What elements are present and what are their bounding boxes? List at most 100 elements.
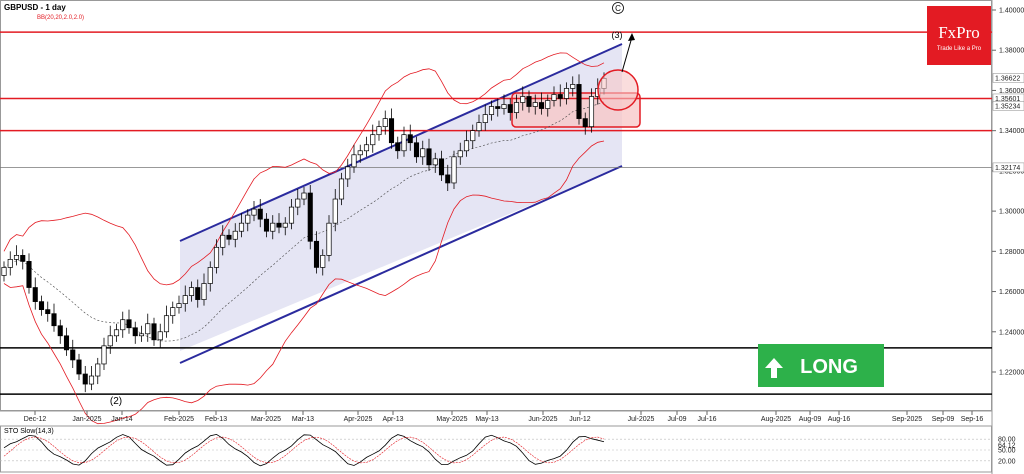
candle <box>288 206 295 224</box>
x-tick-label: Dec-12 <box>24 416 47 423</box>
candle <box>532 102 538 107</box>
long-badge-label: LONG <box>800 356 858 378</box>
x-tick-label: May-13 <box>475 416 498 423</box>
x-tick-label: Jun-2025 <box>528 416 557 423</box>
candle <box>588 96 595 127</box>
candle <box>420 148 426 158</box>
candle <box>151 323 157 341</box>
bb-middle <box>3 101 605 342</box>
candle <box>582 118 588 127</box>
x-tick-label: Jul-16 <box>697 416 716 423</box>
price-axis: 1.400001.380001.360001.340001.320001.300… <box>992 8 1024 377</box>
candle <box>13 255 20 260</box>
sto-axis-label: 64.12 <box>998 442 1016 449</box>
levels-layer <box>0 31 992 395</box>
candle <box>170 307 176 317</box>
up-arrow-icon <box>765 358 783 378</box>
candle <box>570 84 576 89</box>
bb-upper <box>3 52 605 286</box>
candle <box>32 287 38 302</box>
candle <box>370 134 376 146</box>
candle <box>326 222 332 256</box>
candle <box>451 156 457 184</box>
x-tick-label: Jul-09 <box>667 416 686 423</box>
candle <box>201 283 207 300</box>
candle <box>126 319 132 329</box>
x-tick-label: Jan-2025 <box>72 416 101 423</box>
target-arrowhead <box>628 33 635 41</box>
x-tick-label: Feb-13 <box>205 416 227 423</box>
candle <box>232 230 238 240</box>
long-badge[interactable]: LONG <box>758 344 884 387</box>
candle <box>282 222 288 228</box>
candle <box>76 359 82 375</box>
candle <box>257 208 263 220</box>
candle <box>188 287 195 296</box>
candle <box>382 118 388 127</box>
candle <box>207 267 213 284</box>
y-tick-label: 1.28000 <box>999 249 1024 256</box>
y-tick-label: 1.34000 <box>999 128 1024 135</box>
fxpro-logo[interactable]: FxPro Trade Like a Pro <box>927 6 991 65</box>
x-tick-label: Sep-2025 <box>892 416 922 423</box>
price-tag-bg <box>992 73 1024 83</box>
candle <box>357 150 363 156</box>
y-tick-label: 1.22000 <box>999 370 1024 377</box>
chart-symbol-title: GBPUSD - 1 day <box>4 3 66 12</box>
candle <box>270 222 276 232</box>
wave-c-label: C <box>615 4 621 13</box>
fxpro-logo-name: FxPro <box>938 23 980 42</box>
candle <box>182 295 188 304</box>
x-tick-label: Mar-13 <box>292 416 314 423</box>
candle <box>388 118 395 144</box>
candle <box>432 158 438 166</box>
x-tick-label: Jul-2025 <box>628 416 655 423</box>
candle <box>45 309 51 315</box>
candle <box>563 88 570 99</box>
candle <box>507 104 513 113</box>
candle <box>145 323 151 335</box>
sto-d-line <box>3 436 605 464</box>
candle <box>101 345 107 365</box>
x-tick-label: Feb-2025 <box>164 416 194 423</box>
candle <box>220 234 226 248</box>
candle <box>538 102 545 109</box>
candle <box>445 174 451 184</box>
x-tick-label: Sep-09 <box>932 416 955 423</box>
y-tick-label: 1.38000 <box>999 48 1024 55</box>
candle <box>320 255 326 268</box>
x-tick-label: May-2025 <box>436 416 467 423</box>
price-tag-bg <box>992 101 1024 111</box>
sto-k-line <box>3 433 605 467</box>
stochastic-title: STO Slow(14,3) <box>4 428 54 435</box>
candle <box>526 96 532 107</box>
candle <box>26 261 32 288</box>
x-tick-label: Aug-16 <box>828 416 851 423</box>
y-tick-label: 1.30000 <box>999 209 1024 216</box>
stochastic-lines <box>0 433 992 467</box>
candle <box>426 148 432 166</box>
candle <box>332 198 338 224</box>
candle <box>138 333 145 337</box>
candle <box>63 335 70 351</box>
y-tick-label: 1.26000 <box>999 289 1024 296</box>
trend-channel-fill <box>180 44 622 351</box>
candle <box>338 178 345 200</box>
candle <box>51 313 57 327</box>
sto-axis-label: 80.00 <box>998 437 1016 444</box>
y-tick-label: 1.24000 <box>999 329 1024 336</box>
candle <box>7 259 13 268</box>
candle <box>88 375 95 385</box>
fxpro-logo-bg <box>927 6 991 65</box>
candle <box>263 218 270 232</box>
candle <box>245 214 251 224</box>
candle <box>195 287 201 300</box>
candle <box>520 96 526 103</box>
candle <box>501 104 507 109</box>
candle <box>163 315 170 333</box>
candle <box>438 158 445 176</box>
x-tick-label: Sep-16 <box>961 416 984 423</box>
candle <box>38 301 45 311</box>
